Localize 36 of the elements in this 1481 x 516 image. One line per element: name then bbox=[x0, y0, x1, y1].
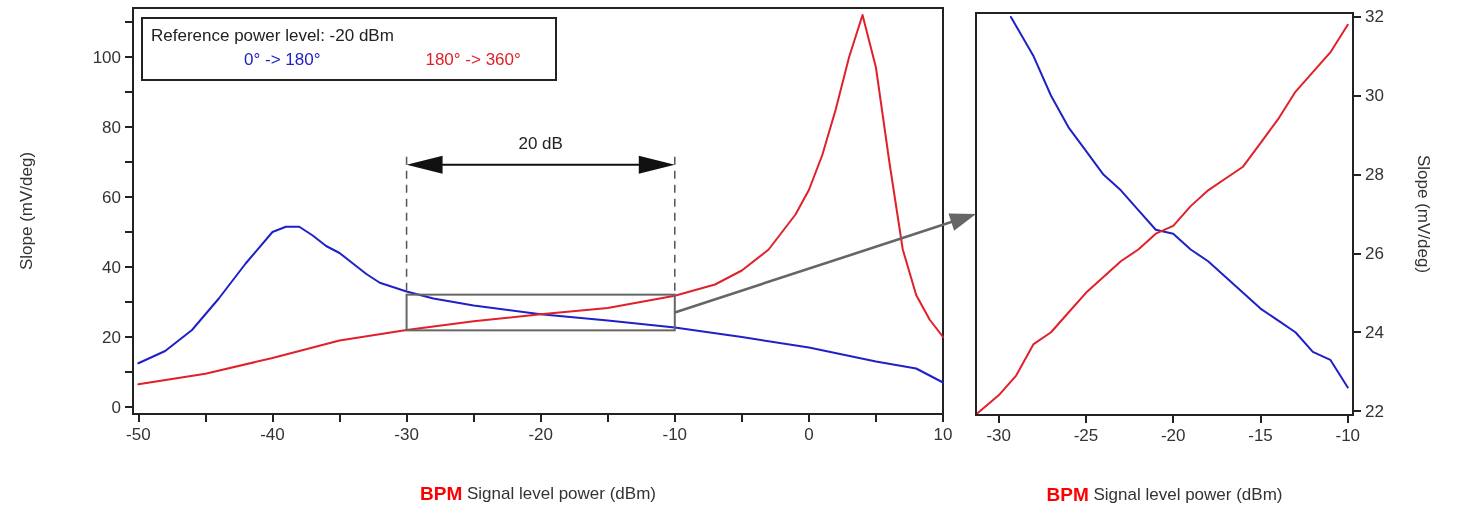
x-tick-label: -20 bbox=[528, 425, 553, 444]
x-tick-label: -10 bbox=[1335, 426, 1361, 445]
y2-tick-label: 32 bbox=[1365, 7, 1384, 27]
x-tick-label: -10 bbox=[662, 425, 688, 444]
x-axis-title: BPM Signal level power (dBm) bbox=[420, 483, 656, 504]
x-tick-label: -30 bbox=[986, 426, 1011, 445]
text: 180° -> 360° bbox=[425, 50, 521, 69]
x-tick-label: -15 bbox=[1248, 426, 1273, 445]
y-tick-label: 40 bbox=[102, 257, 121, 277]
y2-tick-label: 30 bbox=[1365, 86, 1384, 106]
line-series bbox=[137, 14, 944, 386]
x-tick-label: 0 bbox=[804, 425, 814, 444]
y2-tick-label: 22 bbox=[1365, 401, 1384, 421]
legend-title: Reference power level: -20 dBm bbox=[151, 26, 394, 45]
x-tick-label: -30 bbox=[394, 425, 419, 444]
x-tick-label: -50 bbox=[126, 425, 151, 444]
line-series bbox=[1009, 15, 1349, 389]
line-series bbox=[137, 225, 944, 384]
y2-axis-title: Slope (mV/deg) bbox=[1414, 154, 1433, 274]
x-tick-label: -20 bbox=[1160, 426, 1186, 445]
x-axis-title: BPM Signal level power (dBm) bbox=[1046, 484, 1283, 505]
y2-tick-label: 28 bbox=[1365, 165, 1384, 185]
x-tick-label: -40 bbox=[260, 425, 285, 444]
x-tick-label: -25 bbox=[1073, 426, 1099, 445]
annotation: 20 dB bbox=[518, 133, 563, 153]
y-tick-label: 60 bbox=[102, 187, 121, 207]
y-tick-label: 0 bbox=[111, 397, 121, 417]
line-series bbox=[976, 23, 1349, 415]
y2-tick-label: 26 bbox=[1365, 243, 1384, 263]
x-tick-label: 10 bbox=[933, 425, 953, 444]
y-tick-label: 20 bbox=[102, 327, 121, 347]
y-axis-title: Slope (mV/deg) bbox=[17, 151, 36, 271]
y2-tick-label: 24 bbox=[1365, 322, 1384, 342]
y-tick-label: 80 bbox=[102, 117, 121, 137]
text: 0° -> 180° bbox=[244, 50, 321, 69]
y-tick-label: 100 bbox=[92, 47, 121, 67]
